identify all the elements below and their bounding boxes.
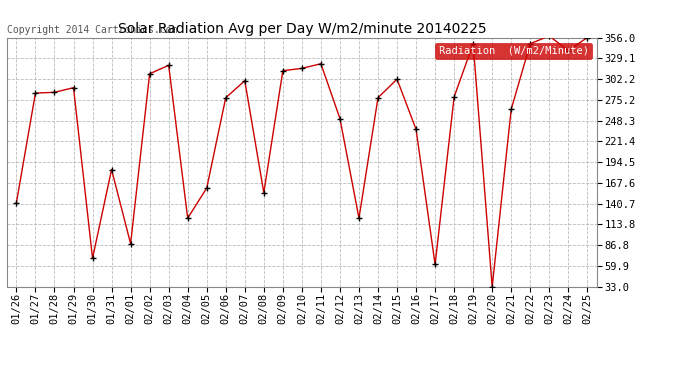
Legend: Radiation  (W/m2/Minute): Radiation (W/m2/Minute): [435, 43, 591, 59]
Title: Solar Radiation Avg per Day W/m2/minute 20140225: Solar Radiation Avg per Day W/m2/minute …: [117, 22, 486, 36]
Text: Copyright 2014 Cartronics.com: Copyright 2014 Cartronics.com: [7, 25, 177, 35]
